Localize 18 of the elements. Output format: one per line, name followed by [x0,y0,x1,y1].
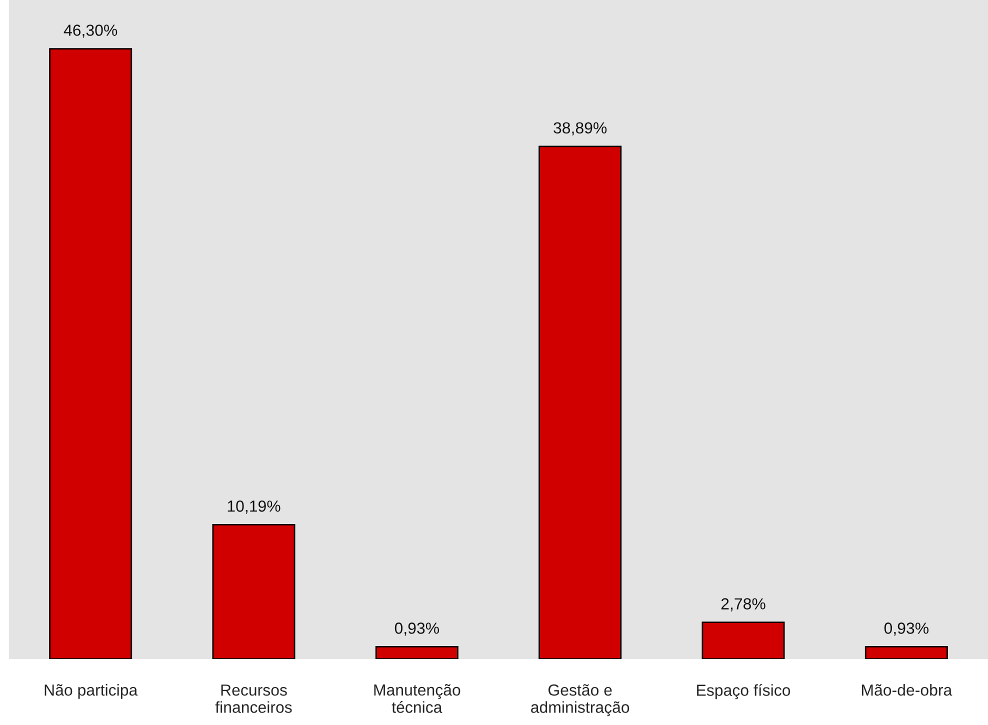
bar [375,646,458,659]
data-label: 38,89% [554,122,607,136]
bar [49,48,132,659]
bar [702,622,785,659]
x-tick-label: Espaço físico [697,684,790,700]
data-label: 46,30% [64,24,118,38]
bar [212,524,296,659]
data-label: 0,93% [394,622,439,636]
x-tick-label: Manutenção técnica [374,684,460,713]
bar [538,146,622,659]
bar [864,646,948,659]
data-label: 0,93% [884,622,928,636]
x-tick-label: Gestão e administração [531,684,630,716]
x-tick-label: Mão-de-obra [862,684,952,696]
x-tick-label: Não participa [44,684,138,699]
x-tick-label: Recursos financeiros [215,684,292,713]
data-label: 2,78% [721,598,766,612]
data-label: 10,19% [228,500,280,514]
